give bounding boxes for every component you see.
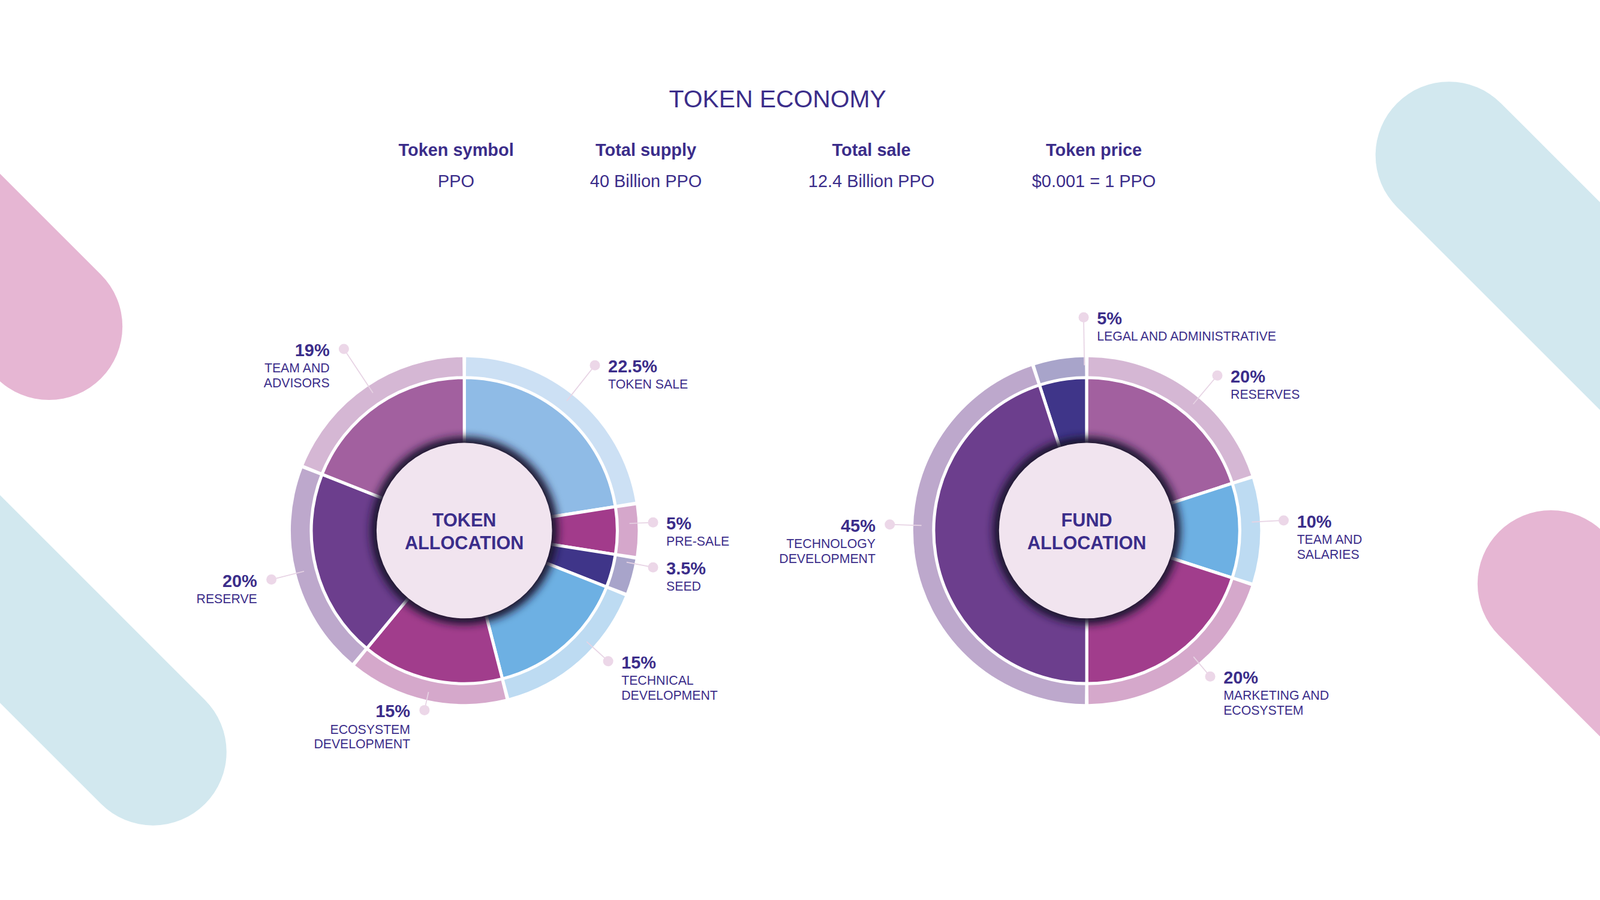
- label-dot: [266, 574, 277, 585]
- value-label: 20%: [1230, 367, 1266, 387]
- label-dot: [338, 344, 350, 355]
- value-label: 5%: [666, 513, 692, 534]
- value-label: 5%: [1096, 308, 1123, 329]
- label-dot: [884, 519, 895, 530]
- fact-label: Total supply: [595, 140, 697, 160]
- category-label: TEAM ANDSALARIES: [1297, 532, 1363, 562]
- category-label: TECHNICALDEVELOPMENT: [621, 673, 718, 703]
- value-label: 22.5%: [608, 356, 658, 377]
- label-dot: [647, 517, 658, 528]
- center-circle: [376, 443, 553, 619]
- category-label: SEED: [666, 579, 702, 594]
- fact-value: PPO: [437, 171, 475, 191]
- center-title: TOKENALLOCATION: [404, 509, 524, 553]
- leader-line: [566, 365, 595, 401]
- fact-label: Total sale: [832, 140, 911, 160]
- bands: [290, 357, 639, 705]
- slices: [311, 377, 618, 684]
- value-label: 10%: [1297, 512, 1332, 532]
- value-label: 3.5%: [666, 558, 706, 579]
- value-label: 15%: [621, 653, 657, 673]
- fact-label: Token price: [1045, 140, 1142, 160]
- fact-label: Token symbol: [398, 140, 514, 160]
- center-circle: [999, 443, 1175, 619]
- category-label: MARKETING ANDECOSYSTEM: [1223, 688, 1329, 718]
- category-label: TEAM ANDADVISORS: [263, 361, 330, 391]
- value-label: 20%: [222, 571, 258, 591]
- label-dot: [1278, 515, 1289, 526]
- decoration: [0, 0, 1600, 900]
- capsule: [1550, 583, 1600, 900]
- value-label: 20%: [1223, 668, 1259, 688]
- category-label: RESERVE: [196, 591, 258, 607]
- category-label: TOKEN SALE: [608, 377, 688, 392]
- label-dot: [647, 562, 658, 573]
- page: TOKEN ECONOMY Token symbol PPO Total supply…: [0, 0, 1600, 900]
- label-dot: [1211, 370, 1223, 381]
- page-title: TOKEN ECONOMY: [668, 85, 886, 113]
- category-label: ECOSYSTEMDEVELOPMENT: [313, 722, 411, 753]
- label-dot: [589, 360, 600, 371]
- leader-line: [1193, 375, 1218, 405]
- center-shadow: [370, 436, 559, 625]
- donut-chart: FUNDALLOCATION 5%LEGAL AND ADMINISTRATIVE…: [779, 308, 1362, 718]
- fact-value: 12.4 Billion PPO: [808, 171, 935, 191]
- slices: [933, 377, 1240, 684]
- value-label: 15%: [375, 701, 411, 721]
- donut-chart: TOKENALLOCATION 22.5%TOKEN SALE 5%PRE-SALE…: [196, 340, 730, 752]
- category-label: LEGAL AND ADMINISTRATIVE: [1096, 329, 1277, 344]
- fact-value: 40 Billion PPO: [590, 171, 702, 191]
- bands: [913, 357, 1261, 705]
- center-title: FUNDALLOCATION: [1027, 509, 1147, 553]
- category-label: RESERVES: [1230, 387, 1300, 402]
- leader-line: [1083, 317, 1085, 366]
- label-dot: [1078, 312, 1090, 323]
- leader-line: [343, 349, 373, 393]
- label-dot: [603, 656, 614, 667]
- category-label: PRE-SALE: [666, 534, 730, 549]
- center-shadow: [993, 436, 1181, 625]
- value-label: 19%: [295, 340, 330, 360]
- capsule: [0, 292, 153, 753]
- capsule: [0, 0, 50, 327]
- value-label: 45%: [840, 516, 876, 536]
- slice-band: [615, 505, 639, 557]
- label-dot: [419, 705, 430, 716]
- label-dot: [1205, 671, 1216, 682]
- fact-value: $0.001 = 1 PPO: [1032, 171, 1157, 191]
- category-label: TECHNOLOGYDEVELOPMENT: [779, 536, 876, 567]
